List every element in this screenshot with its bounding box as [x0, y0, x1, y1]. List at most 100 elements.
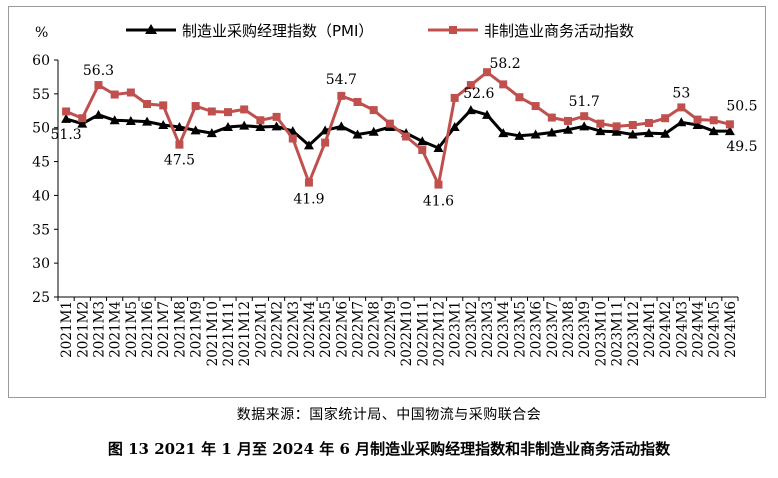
x-tick-label: 2021M4	[108, 301, 124, 358]
data-label: 54.7	[326, 72, 357, 88]
data-point	[206, 128, 217, 138]
data-point	[677, 103, 686, 112]
x-tick-label: 2024M2	[658, 301, 674, 358]
data-label: 41.9	[293, 192, 324, 208]
x-tick-label: 2023M5	[512, 301, 528, 358]
data-point	[515, 93, 524, 102]
data-label: 52.6	[463, 86, 494, 102]
legend-label: 制造业采购经理指数（PMI）	[182, 22, 373, 40]
data-point	[709, 116, 718, 125]
x-tick-label: 2022M8	[367, 301, 383, 358]
x-tick-label: 2021M6	[140, 301, 156, 358]
x-tick-label: 2021M8	[172, 301, 188, 358]
y-tick-label: 45	[32, 155, 50, 171]
legend-marker	[145, 24, 157, 34]
data-point	[271, 121, 282, 131]
x-tick-label: 2023M12	[626, 301, 642, 366]
x-tick-label: 2021M1	[59, 301, 75, 358]
x-tick-label: 2022M2	[270, 301, 286, 358]
x-tick-label: 2024M5	[707, 301, 723, 358]
data-point	[628, 121, 637, 130]
legend-label: 非制造业商务活动指数	[484, 22, 634, 40]
x-tick-label: 2022M11	[415, 301, 431, 366]
data-point	[564, 116, 572, 125]
x-tick-label: 2021M12	[237, 301, 253, 366]
data-point	[482, 109, 493, 119]
x-tick-label: 2022M10	[399, 301, 415, 366]
x-tick-label: 2024M3	[674, 301, 690, 358]
data-point	[191, 102, 200, 111]
x-tick-label: 2023M1	[448, 301, 464, 358]
data-point	[336, 121, 347, 131]
data-point	[644, 118, 653, 127]
data-point	[61, 113, 72, 123]
data-point	[499, 80, 508, 89]
data-point	[596, 119, 605, 128]
x-tick-label: 2023M11	[610, 301, 626, 366]
y-tick-label: 55	[32, 87, 50, 103]
y-tick-label: 30	[32, 256, 50, 272]
data-point	[207, 107, 216, 116]
data-point	[352, 129, 363, 139]
data-point	[546, 127, 557, 137]
data-point	[725, 120, 734, 129]
data-point	[676, 117, 687, 127]
data-point	[449, 122, 460, 132]
data-point	[77, 118, 88, 128]
legend-marker	[449, 26, 457, 34]
data-point	[109, 115, 120, 125]
data-point	[256, 116, 265, 125]
data-label: 53	[672, 85, 690, 101]
x-tick-label: 2023M9	[577, 301, 593, 358]
data-point	[143, 100, 152, 109]
x-tick-label: 2024M4	[691, 301, 707, 358]
data-point	[434, 180, 443, 189]
data-point	[304, 178, 313, 187]
x-tick-label: 2022M3	[286, 301, 302, 358]
x-tick-label: 2021M11	[221, 301, 237, 366]
data-point	[272, 112, 281, 121]
x-tick-label: 2021M2	[75, 301, 91, 358]
data-point	[94, 81, 103, 90]
data-point	[612, 122, 621, 131]
x-tick-label: 2021M10	[205, 301, 221, 366]
data-point	[580, 112, 589, 121]
x-tick-label: 2023M6	[529, 301, 545, 358]
data-point	[175, 140, 184, 149]
data-point	[174, 122, 185, 132]
x-tick-label: 2022M5	[318, 301, 334, 358]
chart-frame	[8, 6, 766, 398]
data-point	[595, 126, 606, 136]
x-tick-label: 2023M7	[545, 301, 561, 358]
x-tick-label: 2023M2	[464, 301, 480, 358]
data-point	[724, 126, 735, 136]
data-point	[498, 128, 509, 138]
data-point	[466, 81, 475, 90]
data-point	[239, 120, 250, 130]
data-point	[661, 114, 670, 123]
source-note: 数据来源：国家统计局、中国物流与采购联合会	[236, 407, 542, 423]
data-label: 47.5	[164, 153, 195, 169]
x-tick-label: 2022M4	[302, 301, 318, 358]
data-point	[483, 68, 492, 77]
data-label: 58.2	[489, 56, 520, 72]
data-point	[62, 107, 71, 116]
data-point	[125, 115, 136, 125]
data-point	[465, 105, 476, 115]
data-label: 51.7	[569, 94, 600, 110]
data-point	[142, 116, 153, 126]
data-label: 51.3	[51, 127, 82, 143]
data-point	[126, 88, 135, 97]
data-point	[417, 136, 428, 146]
data-point	[224, 108, 232, 117]
figure-caption: 图 13 2021 年 1 月至 2024 年 6 月制造业采购经理指数和非制造…	[107, 440, 671, 458]
data-point	[450, 93, 459, 102]
data-point	[158, 120, 169, 130]
data-point	[369, 106, 378, 115]
data-point	[402, 132, 411, 141]
data-point	[692, 120, 703, 130]
data-point	[660, 128, 671, 138]
data-point	[78, 114, 87, 123]
data-point	[531, 102, 540, 111]
x-tick-label: 2021M5	[124, 301, 140, 358]
